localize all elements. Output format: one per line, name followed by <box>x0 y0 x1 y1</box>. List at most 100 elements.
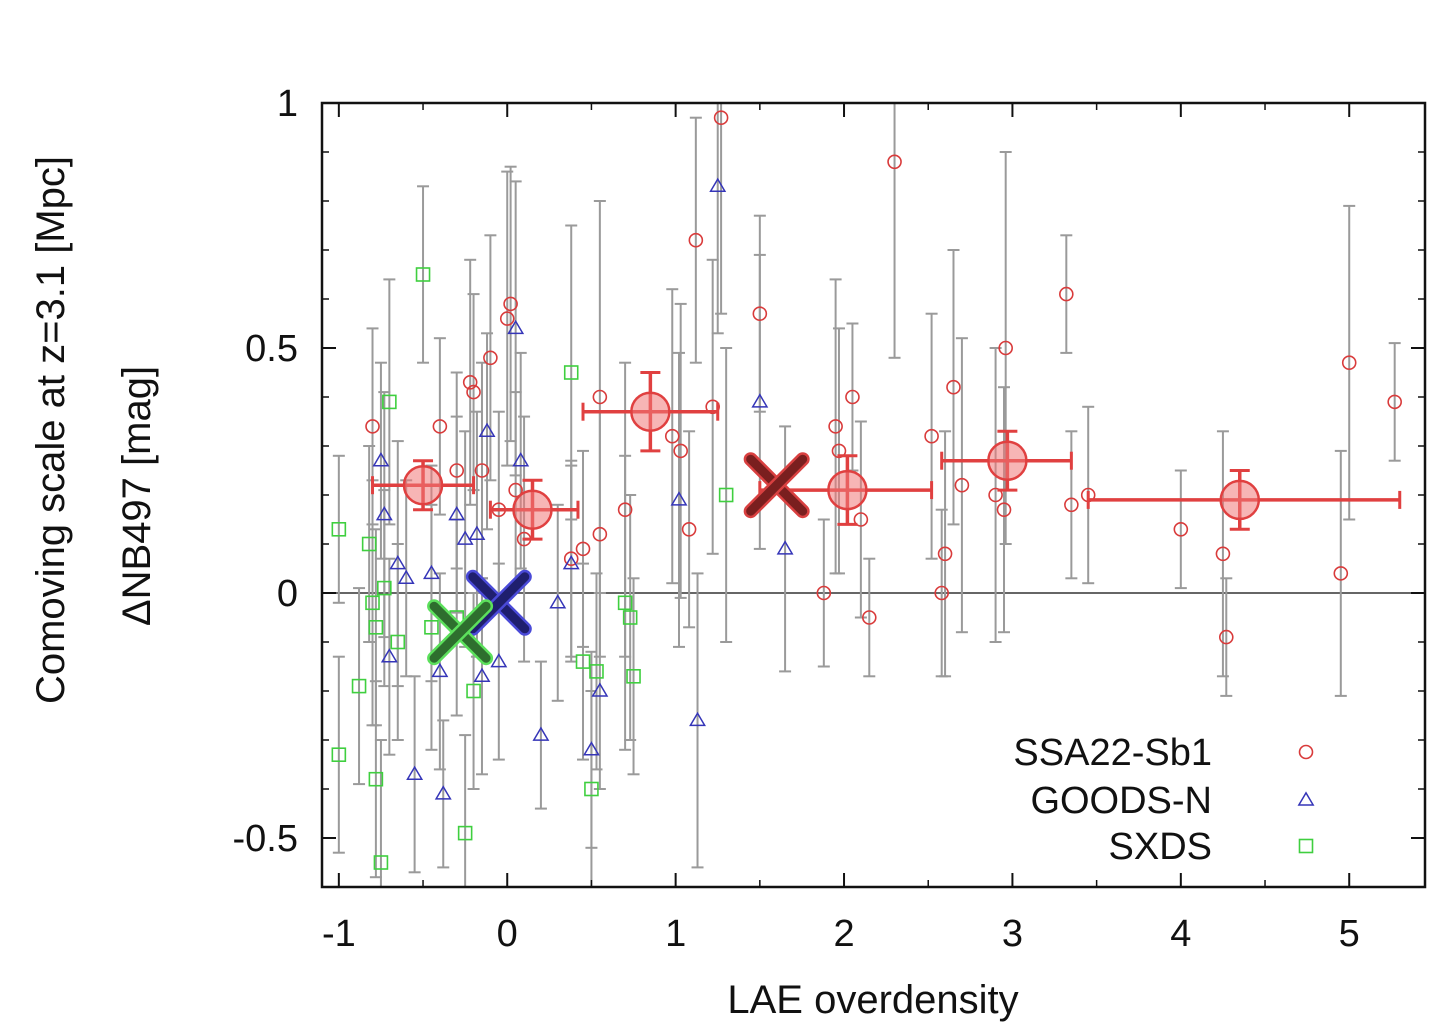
binned-mean-marker <box>402 464 444 506</box>
binned-mean-marker <box>512 489 553 530</box>
ssa22-sb1-point <box>853 512 869 527</box>
ssa22-sb1-point <box>462 374 478 390</box>
y-tick-label: 0.5 <box>245 328 298 370</box>
x-tick-label: -1 <box>322 913 356 955</box>
goods-n-point <box>434 785 452 800</box>
ssa22-sb1-point <box>1215 546 1231 562</box>
sxds-point <box>351 678 367 694</box>
goods-n-point <box>473 667 491 683</box>
binned-mean-marker <box>987 440 1028 481</box>
sxds-point <box>457 825 473 841</box>
ssa22-sb1-point <box>752 306 768 322</box>
x-tick-label: 5 <box>1339 913 1360 955</box>
ssa22-sb1-point <box>673 443 688 459</box>
goods-n-point <box>689 711 706 727</box>
sxds-point <box>424 619 439 635</box>
goods-n-point <box>406 765 424 781</box>
axes-layer: -1 0 1 2 3 4 5 -0.5 0 0.5 1 <box>233 83 1427 955</box>
ssa22-sb1-point <box>466 384 481 400</box>
sxds-point <box>563 365 579 380</box>
ssa22-sb1-point <box>563 551 579 567</box>
sxds-point <box>589 664 604 679</box>
goods-n-point <box>776 540 794 555</box>
goods-n-point <box>512 452 530 467</box>
x-tick-label: 3 <box>1002 913 1023 955</box>
sxds-point <box>466 683 481 699</box>
goods-n-point <box>562 554 580 570</box>
sxds-point <box>415 267 431 282</box>
legend-label-goods-n: GOODS-N <box>1030 780 1212 822</box>
goods-n-point <box>397 569 415 585</box>
ssa22-sb1-point <box>1059 286 1074 302</box>
sxds-point <box>390 634 406 650</box>
ssa22-sb1-point <box>592 389 608 405</box>
legend-label-sxds: SXDS <box>1109 826 1212 868</box>
sxds-point <box>331 521 347 537</box>
ssa22-sb1-point <box>499 311 515 326</box>
y-axis-title: ΔNB497 [mag] <box>115 366 159 626</box>
ssa22-sb1-point <box>449 463 465 478</box>
x-tick-label: 2 <box>833 913 854 955</box>
legend-marker-sxds <box>1298 838 1314 854</box>
sxds-point <box>626 668 641 684</box>
ssa22-sb1-point <box>954 477 970 493</box>
sxds-point <box>382 394 397 410</box>
binned-mean-marker <box>1219 479 1261 521</box>
goods-n-point <box>751 393 769 408</box>
ssa22-sb1-point <box>688 232 704 248</box>
ssa22-sb1-point <box>845 389 860 405</box>
goods-n-point <box>670 491 688 506</box>
ssa22-sb1-point <box>988 487 1003 503</box>
ssa22-sb1-point <box>816 585 832 601</box>
ssa22-sb1-point <box>828 419 843 434</box>
ssa22-sb1-point <box>365 419 380 434</box>
x-tick-label: 4 <box>1170 913 1191 955</box>
ssa22-sb1-point <box>1333 566 1349 581</box>
ssa22-sb1-point <box>592 526 608 542</box>
ssa22-sb1-point <box>681 521 697 537</box>
goods-n-point <box>709 177 727 193</box>
goods-n-point <box>468 525 486 540</box>
ssa22-sb1-point <box>998 340 1013 356</box>
goods-n-point <box>507 319 525 335</box>
goods-n-point <box>389 554 407 570</box>
data-points-layer <box>331 110 1402 870</box>
ssa22-sb1-point <box>861 610 877 625</box>
field-means-layer <box>427 452 810 666</box>
legend-marker-ssa22-sb1 <box>1298 744 1314 760</box>
y-tick-label: -0.5 <box>233 818 298 860</box>
legend-label-ssa22-sb1: SSA22-Sb1 <box>1013 732 1212 774</box>
sxds-point <box>373 855 389 870</box>
sxds-point <box>584 781 599 797</box>
sxds-point <box>622 610 638 625</box>
ssa22-sb1-point <box>887 154 902 170</box>
x-tick-label: 1 <box>665 913 686 955</box>
ssa22-sb1-point <box>508 482 523 498</box>
ssa22-sb1-point <box>503 296 518 312</box>
sxds-point <box>368 619 384 635</box>
sxds-mean-cross <box>429 601 491 663</box>
goods-n-point <box>372 452 390 467</box>
ssa22-sb1-point <box>937 546 953 562</box>
sxds-point <box>575 654 591 669</box>
ssa22-sb1-point <box>1387 394 1402 410</box>
sxds-point <box>377 580 392 596</box>
goods-n-point <box>532 726 550 741</box>
ssa22-sb1-point <box>946 379 961 395</box>
ssa22-sb1-mean-cross <box>746 454 808 516</box>
goods-n-point <box>478 422 496 438</box>
goods-n-point <box>582 741 600 756</box>
ssa22-sb1-point <box>934 585 950 601</box>
ssa22-sb1-point <box>713 110 729 125</box>
ssa22-sb1-point <box>432 419 448 434</box>
ssa22-sb1-point <box>617 502 633 518</box>
goods-n-point <box>375 505 393 521</box>
y-axis-outer-title: Comoving scale at z=3.1 [Mpc] <box>29 156 73 704</box>
sxds-point <box>331 747 347 763</box>
goods-n-point <box>490 652 508 668</box>
sxds-point <box>365 595 380 611</box>
goods-n-point <box>380 648 398 663</box>
goods-n-point <box>431 662 449 678</box>
